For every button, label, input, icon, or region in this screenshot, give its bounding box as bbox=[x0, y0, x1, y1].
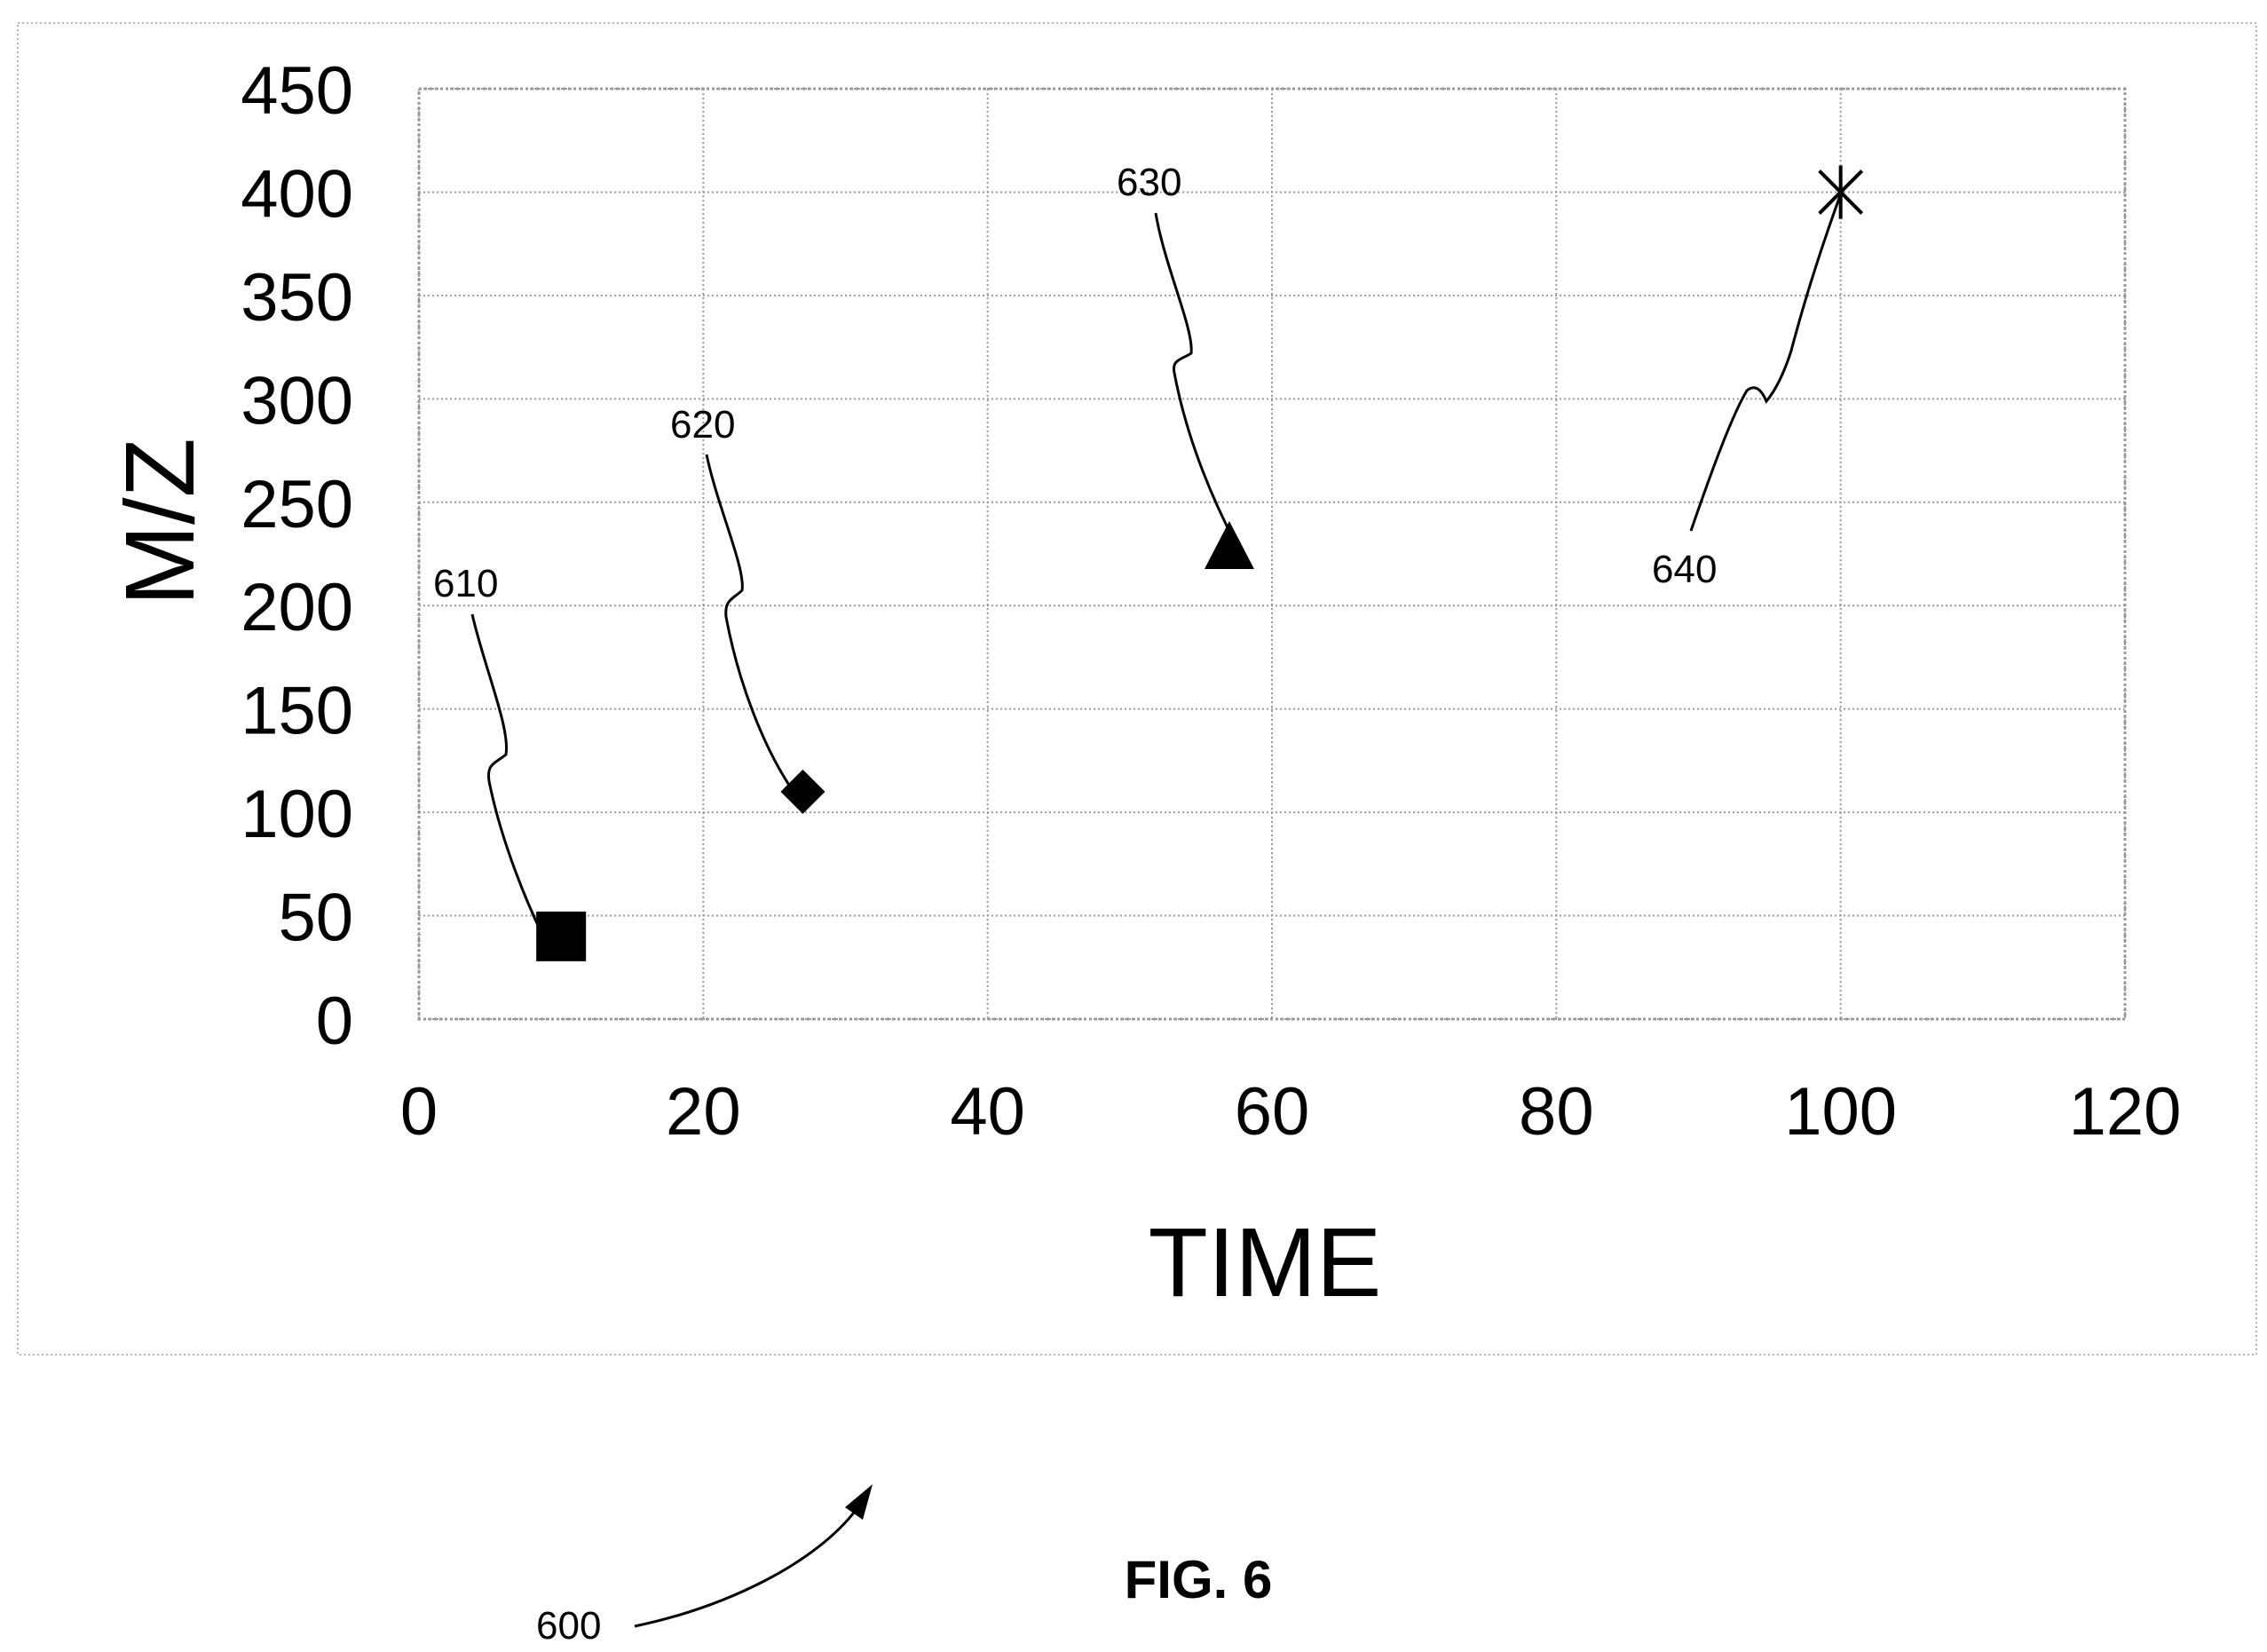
chart-frame bbox=[17, 22, 2257, 1356]
ref-label-620: 620 bbox=[670, 403, 735, 447]
leader-line-610 bbox=[470, 613, 545, 937]
grid-lines bbox=[418, 88, 2126, 1020]
figure-reference-arrow bbox=[634, 1508, 858, 1628]
y-tick-label-0: 0 bbox=[316, 984, 353, 1059]
x-tick-label-40: 40 bbox=[950, 1074, 1025, 1150]
x-tick-label-100: 100 bbox=[1784, 1074, 1897, 1150]
ref-label-610: 610 bbox=[433, 562, 498, 605]
arrow-head bbox=[845, 1484, 873, 1520]
y-tick-label-400: 400 bbox=[241, 156, 353, 232]
y-tick-label-100: 100 bbox=[241, 777, 353, 852]
figure-label: FIG. 6 bbox=[1125, 1550, 1273, 1609]
y-tick-label-350: 350 bbox=[241, 260, 353, 336]
x-tick-label-60: 60 bbox=[1235, 1074, 1310, 1150]
y-tick-label-150: 150 bbox=[241, 674, 353, 749]
data-point-620 bbox=[780, 769, 825, 814]
y-tick-labels: 0 50 100 150 200 250 300 350 400 450 bbox=[241, 53, 353, 1059]
data-point-610 bbox=[536, 911, 587, 961]
x-tick-label-80: 80 bbox=[1519, 1074, 1594, 1150]
figure-reference-600: 600 bbox=[536, 1604, 601, 1648]
y-axis-title: M/Z bbox=[106, 438, 215, 605]
x-tick-label-0: 0 bbox=[400, 1074, 438, 1150]
x-axis-title: TIME bbox=[1149, 1208, 1382, 1317]
data-point-630 bbox=[1204, 521, 1254, 570]
ref-label-640: 640 bbox=[1652, 548, 1717, 591]
x-tick-label-120: 120 bbox=[2069, 1074, 2182, 1150]
x-tick-labels: 0 20 40 60 80 100 120 bbox=[400, 1074, 2182, 1150]
y-tick-label-250: 250 bbox=[241, 467, 353, 542]
data-point-640 bbox=[1818, 165, 1864, 219]
leader-line-630 bbox=[1154, 212, 1237, 544]
y-tick-label-450: 450 bbox=[241, 53, 353, 129]
y-tick-label-200: 200 bbox=[241, 570, 353, 645]
ref-label-630: 630 bbox=[1117, 161, 1181, 204]
x-tick-label-20: 20 bbox=[666, 1074, 741, 1150]
leader-line-640 bbox=[1689, 190, 1844, 532]
y-tick-label-300: 300 bbox=[241, 363, 353, 439]
data-markers bbox=[536, 165, 1864, 961]
y-tick-label-50: 50 bbox=[278, 881, 353, 956]
leader-line-620 bbox=[705, 454, 792, 787]
